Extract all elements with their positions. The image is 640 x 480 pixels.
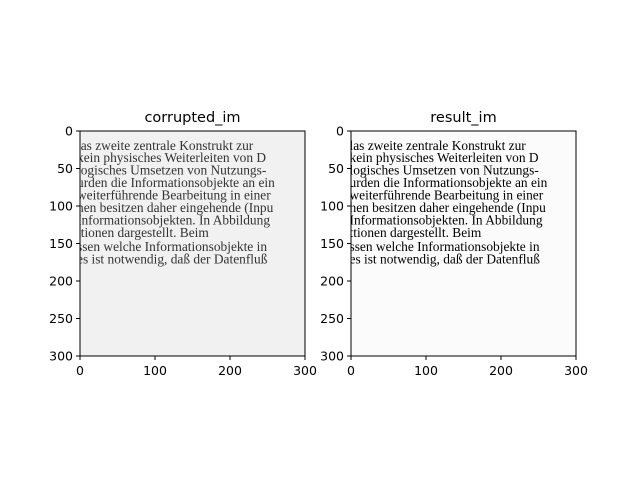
image-area — [351, 131, 576, 356]
document-line: ssen welche Informationsobjekte in — [77, 239, 267, 254]
x-tick-label: 200 — [489, 363, 513, 378]
document-line: es ist notwendig, daß der Datenfluß — [350, 251, 541, 266]
y-tick-label: 300 — [49, 349, 73, 364]
document-line: weiterführende Bearbeitung in einer — [77, 188, 271, 203]
y-tick-label: 200 — [320, 274, 344, 289]
x-tick-label: 0 — [76, 363, 84, 378]
y-tick-label: 0 — [336, 124, 344, 139]
y-tick-label: 150 — [320, 236, 344, 251]
document-line: Informationsobjekten. In Abbildung — [77, 212, 270, 227]
image-area — [80, 131, 305, 356]
y-tick-label: 50 — [57, 161, 73, 176]
document-line: logisches Umsetzen von Nutzungs- — [350, 163, 539, 178]
document-line: es ist notwendig, daß der Datenfluß — [77, 251, 268, 266]
document-line: Informationsobjekten. In Abbildung — [350, 212, 543, 227]
document-line: ssen welche Informationsobjekte in — [350, 239, 540, 254]
y-tick-label: 250 — [320, 311, 344, 326]
x-tick-label: 300 — [564, 363, 588, 378]
document-line: kein physisches Weiterleiten von D — [77, 150, 266, 165]
panel-title: result_im — [430, 110, 496, 126]
document-line: urden die Informationsobjekte an ein — [350, 175, 548, 190]
y-tick-label: 150 — [49, 236, 73, 251]
document-line: las zweite zentrale Konstrukt zur — [77, 138, 254, 153]
x-tick-label: 0 — [347, 363, 355, 378]
document-line: kein physisches Weiterleiten von D — [350, 150, 539, 165]
y-tick-label: 250 — [49, 311, 73, 326]
y-tick-label: 50 — [328, 161, 344, 176]
x-tick-label: 300 — [293, 363, 317, 378]
document-line: logisches Umsetzen von Nutzungs- — [77, 163, 266, 178]
y-tick-label: 0 — [65, 124, 73, 139]
document-line: urden die Informationsobjekte an ein — [77, 175, 275, 190]
y-tick-label: 300 — [320, 349, 344, 364]
document-line: las zweite zentrale Konstrukt zur — [350, 138, 527, 153]
panel-title: corrupted_im — [144, 110, 240, 126]
document-line: weiterführende Bearbeitung in einer — [350, 188, 544, 203]
x-tick-label: 100 — [143, 363, 167, 378]
document-line: hen besitzen daher eingehende (Inpu — [350, 200, 547, 215]
document-line: ttionen dargestellt. Beim — [350, 225, 482, 240]
y-tick-label: 100 — [49, 199, 73, 214]
y-tick-label: 200 — [49, 274, 73, 289]
document-line: hen besitzen daher eingehende (Inpu — [77, 200, 274, 215]
x-tick-label: 100 — [414, 363, 438, 378]
document-line: ttionen dargestellt. Beim — [77, 225, 209, 240]
x-tick-label: 200 — [218, 363, 242, 378]
y-tick-label: 100 — [320, 199, 344, 214]
